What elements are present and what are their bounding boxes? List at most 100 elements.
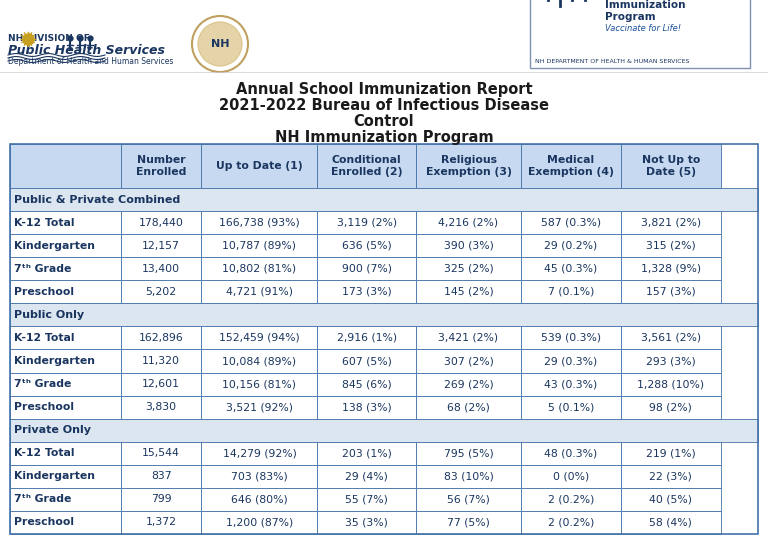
Text: 173 (3%): 173 (3%) — [342, 287, 392, 297]
Bar — [201, 511, 317, 534]
Bar — [10, 234, 121, 257]
Bar — [10, 419, 758, 442]
Bar — [10, 144, 758, 534]
Text: 152,459 (94%): 152,459 (94%) — [219, 333, 300, 343]
Bar — [416, 211, 521, 234]
Bar — [121, 144, 201, 188]
Bar — [317, 349, 416, 373]
Text: 12,601: 12,601 — [142, 379, 180, 389]
Text: 2,916 (1%): 2,916 (1%) — [336, 333, 397, 343]
Bar — [621, 442, 720, 465]
Bar — [10, 188, 758, 211]
Text: Number
Enrolled: Number Enrolled — [136, 155, 187, 177]
Bar — [121, 488, 201, 511]
Text: Public Only: Public Only — [14, 310, 84, 320]
Bar — [201, 488, 317, 511]
Text: Annual School Immunization Report: Annual School Immunization Report — [236, 82, 532, 97]
Text: Immunization: Immunization — [605, 0, 686, 10]
Bar — [621, 488, 720, 511]
Bar — [201, 442, 317, 465]
Text: 293 (3%): 293 (3%) — [646, 356, 696, 366]
Bar — [621, 257, 720, 280]
Text: 2021-2022 Bureau of Infectious Disease: 2021-2022 Bureau of Infectious Disease — [219, 98, 549, 113]
Bar — [121, 280, 201, 304]
Bar — [10, 280, 121, 304]
Bar — [10, 257, 121, 280]
Bar — [201, 326, 317, 349]
Text: K-12 Total: K-12 Total — [14, 448, 74, 458]
Bar — [317, 488, 416, 511]
Text: 1,372: 1,372 — [146, 517, 177, 528]
Bar — [621, 465, 720, 488]
Bar — [10, 211, 121, 234]
Text: 900 (7%): 900 (7%) — [342, 264, 392, 274]
Bar — [317, 144, 416, 188]
Text: 10,156 (81%): 10,156 (81%) — [223, 379, 296, 389]
Text: Kindergarten: Kindergarten — [14, 356, 95, 366]
Bar — [621, 144, 720, 188]
Text: 646 (80%): 646 (80%) — [231, 494, 288, 504]
Text: 607 (5%): 607 (5%) — [342, 356, 392, 366]
Bar — [416, 511, 521, 534]
Text: 7ᵗʰ Grade: 7ᵗʰ Grade — [14, 264, 71, 274]
Text: 219 (1%): 219 (1%) — [646, 448, 696, 458]
Bar — [10, 304, 758, 326]
Bar — [621, 349, 720, 373]
Bar — [317, 511, 416, 534]
Text: 15,544: 15,544 — [142, 448, 180, 458]
Bar — [10, 442, 121, 465]
Text: 3,821 (2%): 3,821 (2%) — [641, 218, 701, 227]
Bar — [621, 280, 720, 304]
Text: 2 (0.2%): 2 (0.2%) — [548, 517, 594, 528]
Bar — [521, 144, 621, 188]
Bar — [121, 373, 201, 395]
Text: NH DIVISION OF: NH DIVISION OF — [8, 34, 90, 43]
Bar — [201, 234, 317, 257]
Text: 10,802 (81%): 10,802 (81%) — [223, 264, 296, 274]
Text: Control: Control — [354, 114, 414, 129]
Bar — [521, 326, 621, 349]
Bar — [201, 465, 317, 488]
Bar — [317, 373, 416, 395]
Bar — [10, 144, 121, 188]
Bar — [416, 234, 521, 257]
Text: 12,157: 12,157 — [142, 240, 180, 251]
Text: 4,216 (2%): 4,216 (2%) — [439, 218, 498, 227]
Text: Kindergarten: Kindergarten — [14, 471, 95, 481]
Bar — [621, 211, 720, 234]
Bar — [416, 349, 521, 373]
Text: 1,200 (87%): 1,200 (87%) — [226, 517, 293, 528]
Bar — [416, 144, 521, 188]
Bar — [317, 395, 416, 419]
Bar — [317, 257, 416, 280]
Text: K-12 Total: K-12 Total — [14, 333, 74, 343]
Bar — [521, 373, 621, 395]
Bar — [10, 465, 121, 488]
Text: 3,521 (92%): 3,521 (92%) — [226, 402, 293, 412]
Text: 58 (4%): 58 (4%) — [650, 517, 692, 528]
Text: 29 (0.3%): 29 (0.3%) — [545, 356, 598, 366]
Bar — [521, 511, 621, 534]
Bar — [10, 395, 121, 419]
Text: 2 (0.2%): 2 (0.2%) — [548, 494, 594, 504]
Text: 795 (5%): 795 (5%) — [444, 448, 493, 458]
Bar — [121, 442, 201, 465]
Bar — [521, 395, 621, 419]
Text: Vaccinate for Life!: Vaccinate for Life! — [605, 24, 681, 33]
Text: Department of Health and Human Services: Department of Health and Human Services — [8, 57, 174, 66]
Text: 157 (3%): 157 (3%) — [646, 287, 696, 297]
Bar — [416, 488, 521, 511]
Text: 5 (0.1%): 5 (0.1%) — [548, 402, 594, 412]
Text: 3,830: 3,830 — [145, 402, 177, 412]
Bar — [521, 442, 621, 465]
Text: 5,202: 5,202 — [145, 287, 177, 297]
Text: 1,288 (10%): 1,288 (10%) — [637, 379, 704, 389]
Bar — [416, 442, 521, 465]
Text: 145 (2%): 145 (2%) — [444, 287, 493, 297]
Text: 7ᵗʰ Grade: 7ᵗʰ Grade — [14, 379, 71, 389]
Text: 269 (2%): 269 (2%) — [444, 379, 493, 389]
Bar — [317, 326, 416, 349]
Text: 138 (3%): 138 (3%) — [342, 402, 392, 412]
Text: Preschool: Preschool — [14, 517, 74, 528]
Bar — [10, 349, 121, 373]
